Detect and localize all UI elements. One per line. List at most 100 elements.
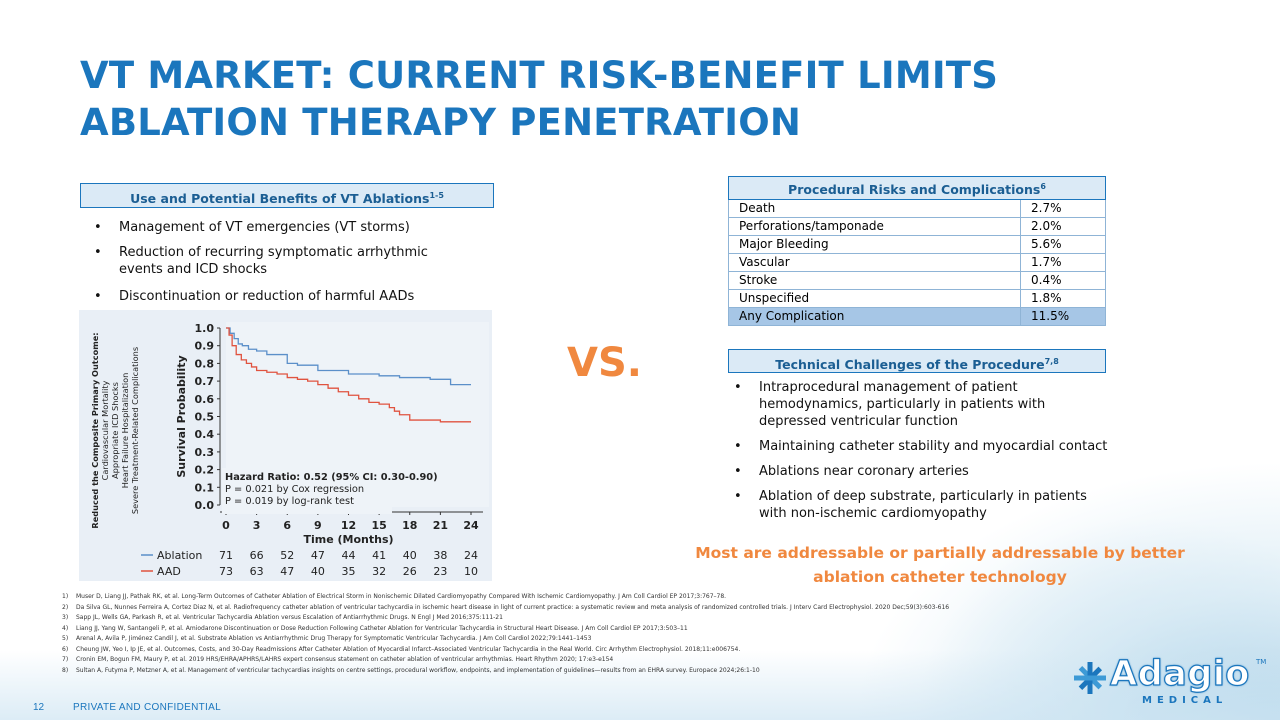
reference-item: 6) Cheung JW, Yeo I, Ip JE, et al. Outcom…: [62, 645, 962, 656]
side-label-line: Severe Treatment-Related Complications: [130, 347, 140, 514]
reference-number: 4): [62, 624, 69, 632]
benefits-list: Management of VT emergencies (VT storms)…: [90, 219, 440, 313]
at-risk-value: 47: [311, 549, 325, 562]
y-tick-label: 0.5: [195, 411, 215, 424]
risk-value: 1.8%: [1020, 289, 1106, 308]
x-tick-label: 6: [283, 519, 291, 532]
at-risk-value: 71: [219, 549, 233, 562]
at-risk-value: 52: [280, 549, 294, 562]
vs-label: VS.: [567, 340, 642, 386]
risk-label: Perforations/tamponade: [728, 217, 1021, 236]
reference-item: 5) Arenal A, Avila P, Jiménez Candil J, e…: [62, 634, 962, 645]
at-risk-value: 24: [464, 549, 478, 562]
risk-value: 2.7%: [1020, 199, 1106, 218]
legend-label: AAD: [157, 565, 181, 578]
x-tick-label: 24: [463, 519, 479, 532]
reference-text: Sultan A, Futyma P, Metzner A, et al. Ma…: [76, 666, 760, 674]
challenges-header-text: Technical Challenges of the Procedure: [775, 357, 1045, 373]
reference-item: 7) Cronin EM, Bogun FM, Maury P, et al. 2…: [62, 655, 962, 666]
risk-label: Any Complication: [728, 307, 1021, 326]
references-list: 1) Muser D, Liang JJ, Pathak RK, et al. L…: [62, 592, 962, 676]
benefit-item: Reduction of recurring symptomatic arrhy…: [90, 244, 440, 278]
risk-label: Major Bleeding: [728, 235, 1021, 254]
table-row: Unspecified 1.8%: [728, 289, 1106, 308]
at-risk-value: 73: [219, 565, 233, 578]
at-risk-value: 32: [372, 565, 386, 578]
reference-text: Cheung JW, Yeo I, Ip JE, et al. Outcomes…: [76, 645, 741, 653]
at-risk-value: 66: [250, 549, 264, 562]
reference-number: 5): [62, 635, 69, 642]
y-tick-label: 0.7: [195, 375, 215, 388]
annotation-box: [222, 468, 392, 514]
risk-value: 5.6%: [1020, 235, 1106, 254]
at-risk-value: 40: [311, 565, 325, 578]
challenge-item: Intraprocedural management of patient he…: [730, 379, 1059, 430]
y-tick-label: 0.9: [195, 340, 215, 353]
km-survival-chart: 1.0 0.9 0.8 0.7 0.6 0.5 0.4 0.3 0.2 0.1 0.0 0 3 6 9 12 1…: [79, 310, 492, 581]
logo-subtext: MEDICAL: [1142, 695, 1228, 706]
risk-value: 2.0%: [1020, 217, 1106, 236]
at-risk-value: 38: [433, 549, 447, 562]
challenges-header-sup: 7,8: [1044, 357, 1059, 366]
x-tick-label: 18: [402, 519, 417, 532]
km-curve-ablation: [226, 327, 471, 386]
legend-label: Ablation: [157, 549, 202, 562]
risk-label: Stroke: [728, 271, 1021, 290]
adagio-logo: Adagio TM MEDICAL: [1072, 653, 1272, 714]
risk-value: 1.7%: [1020, 253, 1106, 272]
x-tick-label: 0: [222, 519, 230, 532]
challenges-header: Technical Challenges of the Procedure7,8: [728, 349, 1106, 373]
risks-table: Procedural Risks and Complications6 Deat…: [728, 176, 1106, 326]
challenge-item: Ablations near coronary arteries: [730, 463, 1110, 480]
at-risk-value: 26: [403, 565, 417, 578]
reference-item: 2) Da Silva GL, Nunnes Ferreira A, Cortez…: [62, 603, 962, 614]
annotation-line: P = 0.019 by log-rank test: [225, 496, 354, 507]
at-risk-value: 35: [342, 565, 356, 578]
reference-item: 4) Liang JJ, Yang W, Santangeli P, et al.…: [62, 624, 962, 635]
y-axis-label: Survival Probability: [175, 355, 188, 477]
table-row-total: Any Complication 11.5%: [728, 307, 1106, 326]
reference-text: Liang JJ, Yang W, Santangeli P, et al. A…: [76, 624, 688, 632]
x-tick-label: 3: [253, 519, 261, 532]
at-risk-value: 40: [403, 549, 417, 562]
table-row: Major Bleeding 5.6%: [728, 235, 1106, 254]
reference-number: 8): [62, 666, 69, 674]
table-row: Stroke 0.4%: [728, 271, 1106, 290]
table-row: Perforations/tamponade 2.0%: [728, 217, 1106, 236]
x-tick-label: 21: [433, 519, 448, 532]
at-risk-value: 10: [464, 565, 478, 578]
logo-wordmark: Adagio: [1109, 653, 1250, 694]
footer-confidential: PRIVATE AND CONFIDENTIAL: [73, 702, 221, 713]
side-label-line: Reduced the Composite Primary Outcome:: [90, 332, 100, 528]
page-number: 12: [33, 702, 45, 713]
km-chart-svg: 1.0 0.9 0.8 0.7 0.6 0.5 0.4 0.3 0.2 0.1 0.0 0 3 6 9 12 1…: [90, 322, 489, 578]
risk-label: Unspecified: [728, 289, 1021, 308]
benefit-item: Discontinuation or reduction of harmful …: [90, 288, 440, 305]
x-axis-label: Time (Months): [303, 533, 393, 546]
y-tick-label: 1.0: [195, 322, 215, 335]
at-risk-value: 41: [372, 549, 386, 562]
reference-number: 2): [62, 603, 69, 611]
y-tick-label: 0.3: [195, 446, 215, 459]
km-curve-aad: [226, 327, 471, 423]
risks-header: Procedural Risks and Complications6: [728, 176, 1106, 200]
reference-text: Muser D, Liang JJ, Pathak RK, et al. Lon…: [76, 593, 727, 600]
y-tick-label: 0.8: [195, 357, 215, 370]
challenge-item: Ablation of deep substrate, particularly…: [730, 488, 1094, 522]
y-tick-label: 0.2: [195, 464, 215, 477]
at-risk-value: 23: [433, 565, 447, 578]
annotation-line: P = 0.021 by Cox regression: [225, 484, 364, 495]
reference-text: Sapp JL, Wells GA, Parkash R, et al. Ven…: [76, 614, 503, 621]
side-label-line: Heart Failure Hospitalization: [120, 373, 130, 489]
risk-value: 11.5%: [1020, 307, 1106, 326]
reference-item: 3) Sapp JL, Wells GA, Parkash R, et al. V…: [62, 613, 962, 624]
benefits-header: Use and Potential Benefits of VT Ablatio…: [80, 183, 494, 208]
at-risk-value: 47: [280, 565, 294, 578]
callout-text: Most are addressable or partially addres…: [695, 544, 1185, 586]
risks-header-sup: 6: [1040, 181, 1046, 191]
x-tick-label: 12: [341, 519, 356, 532]
adagio-mark-icon: [1074, 662, 1106, 694]
y-tick-label: 0.0: [195, 499, 215, 512]
table-row: Death 2.7%: [728, 199, 1106, 218]
reference-item: 8) Sultan A, Futyma P, Metzner A, et al. …: [62, 666, 962, 677]
